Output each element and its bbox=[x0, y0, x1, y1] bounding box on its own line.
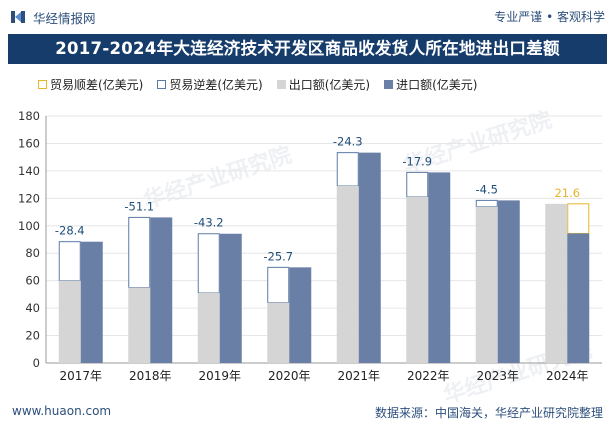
export-bar bbox=[475, 206, 498, 363]
import-bar bbox=[80, 241, 103, 363]
surplus-data-label: 21.6 bbox=[554, 186, 580, 200]
deficit-bar bbox=[128, 216, 151, 289]
export-bar bbox=[545, 203, 568, 363]
export-bar bbox=[58, 280, 81, 363]
x-tick-label: 2020年 bbox=[268, 369, 311, 383]
chart-plot: 0 20 40 60 80 100 120 140 160 180 -28.4 2017年 -51.1 2… bbox=[18, 109, 602, 383]
surplus-bar bbox=[567, 203, 590, 234]
x-tick-label: 2022年 bbox=[407, 369, 450, 383]
footer-bar: www.huaon.com 数据来源：中国海关，华经产业研究院整理 bbox=[0, 396, 615, 427]
import-bar bbox=[567, 233, 590, 363]
y-tick-label: 80 bbox=[25, 246, 40, 260]
deficit-data-label: -28.4 bbox=[55, 224, 85, 238]
legend-label-import: 进口额(亿美元) bbox=[396, 77, 478, 92]
deficit-data-label: -17.9 bbox=[402, 154, 432, 168]
export-bar bbox=[406, 196, 429, 363]
import-bar bbox=[497, 200, 520, 363]
x-tick-label: 2023年 bbox=[476, 369, 519, 383]
legend: 贸易顺差(亿美元) 贸易逆差(亿美元) 出口额(亿美元) 进口额(亿美元) bbox=[38, 74, 492, 94]
legend-swatch-export bbox=[276, 79, 286, 89]
x-tick-label: 2024年 bbox=[546, 369, 589, 383]
export-bar bbox=[336, 185, 359, 363]
import-bar bbox=[219, 233, 242, 363]
y-tick-label: 60 bbox=[25, 274, 40, 288]
y-tick-label: 120 bbox=[18, 191, 40, 205]
legend-label-surplus: 贸易顺差(亿美元) bbox=[50, 77, 144, 92]
x-tick-label: 2017年 bbox=[59, 369, 102, 383]
x-tick-label: 2018年 bbox=[129, 369, 172, 383]
import-bar bbox=[358, 152, 381, 363]
legend-item-import: 进口额(亿美元) bbox=[384, 76, 478, 93]
import-bar bbox=[150, 217, 173, 363]
export-bar bbox=[267, 302, 290, 363]
chart-title: 2017-2024年大连经济技术开发区商品收发货人所在地进出口差额 bbox=[8, 34, 607, 64]
deficit-bar bbox=[267, 266, 290, 304]
x-tick-label: 2021年 bbox=[337, 369, 380, 383]
deficit-bar bbox=[197, 233, 220, 294]
deficit-data-label: -43.2 bbox=[194, 216, 224, 230]
legend-item-deficit: 贸易逆差(亿美元) bbox=[157, 76, 263, 93]
brand-tagline: 专业严谨 • 客观科学 bbox=[494, 10, 605, 24]
legend-swatch-deficit bbox=[157, 79, 167, 89]
deficit-bar bbox=[58, 241, 81, 282]
import-bar bbox=[289, 267, 312, 363]
import-bar bbox=[428, 172, 451, 363]
brand-logo-icon bbox=[11, 11, 25, 23]
y-tick-label: 40 bbox=[25, 301, 40, 315]
legend-label-deficit: 贸易逆差(亿美元) bbox=[169, 77, 263, 92]
x-tick-label: 2019年 bbox=[198, 369, 241, 383]
deficit-data-label: -51.1 bbox=[124, 199, 154, 213]
y-tick-label: 180 bbox=[18, 109, 40, 123]
legend-swatch-surplus bbox=[38, 79, 47, 89]
y-tick-label: 140 bbox=[18, 164, 40, 178]
deficit-bar bbox=[475, 199, 498, 208]
deficit-data-label: -4.5 bbox=[476, 182, 498, 196]
legend-item-export: 出口额(亿美元) bbox=[276, 76, 371, 93]
export-bar bbox=[128, 287, 151, 363]
y-tick-label: 160 bbox=[18, 136, 40, 150]
deficit-bar bbox=[406, 171, 429, 198]
data-source: 数据来源：中国海关，华经产业研究院整理 bbox=[374, 406, 603, 420]
header-bar: 华经情报网 专业严谨 • 客观科学 bbox=[0, 0, 615, 32]
deficit-data-label: -25.7 bbox=[263, 249, 293, 263]
y-tick-label: 100 bbox=[18, 219, 40, 233]
legend-label-export: 出口额(亿美元) bbox=[288, 77, 371, 92]
brand-name: 华经情报网 bbox=[33, 11, 96, 26]
deficit-bar bbox=[336, 152, 359, 187]
site-url: www.huaon.com bbox=[12, 404, 112, 418]
legend-item-surplus: 贸易顺差(亿美元) bbox=[38, 76, 143, 93]
export-bar bbox=[197, 293, 220, 363]
y-tick-label: 0 bbox=[33, 356, 40, 370]
y-tick-label: 20 bbox=[25, 329, 40, 343]
legend-swatch-import bbox=[384, 79, 394, 89]
deficit-data-label: -24.3 bbox=[333, 135, 363, 149]
